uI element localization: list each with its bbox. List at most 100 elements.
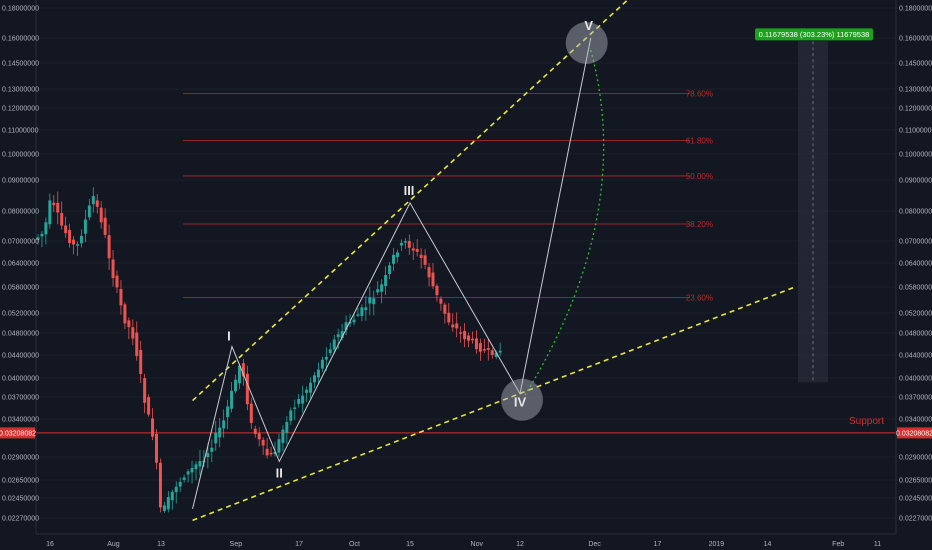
candle-body xyxy=(494,352,498,357)
candle-body xyxy=(76,244,79,246)
candle-body xyxy=(155,433,158,463)
y-tick-label-right: 0.14500000 xyxy=(899,61,932,68)
y-tick-label-left: 0.12000000 xyxy=(2,106,39,113)
measure-badge-text: 0.11679538 (303.23%) 11679538 xyxy=(759,30,870,39)
candle-body xyxy=(99,207,103,223)
candle-body xyxy=(68,230,72,244)
candle-body xyxy=(147,397,151,415)
y-tick-label-left: 0.05200000 xyxy=(2,311,39,318)
y-tick-label-left: 0.18000000 xyxy=(2,6,39,13)
x-tick-label: Sep xyxy=(230,541,243,548)
candles xyxy=(36,187,502,513)
y-tick-label-left: 0.14500000 xyxy=(2,61,39,68)
candle-body xyxy=(297,399,301,404)
candle-body xyxy=(273,452,277,455)
x-tick-label: Aug xyxy=(107,541,120,548)
candle-body xyxy=(214,432,218,444)
candle-body xyxy=(435,285,439,296)
candle-body xyxy=(372,298,376,305)
x-tick-label: 12 xyxy=(516,541,524,548)
candle-body xyxy=(340,331,344,338)
candle-body xyxy=(119,288,123,306)
candle-body xyxy=(72,239,76,245)
candle-body xyxy=(328,349,332,354)
y-tick-label-left: 0.13000000 xyxy=(2,87,39,94)
candle-body xyxy=(392,254,395,264)
candle-body xyxy=(293,407,297,409)
candle-body xyxy=(313,375,316,383)
candle-body xyxy=(52,202,56,206)
candle-body xyxy=(127,320,131,328)
candle-body xyxy=(348,321,352,324)
candle-body xyxy=(249,403,253,423)
measure-badge xyxy=(755,28,873,41)
y-tick-label-left: 0.11000000 xyxy=(2,128,39,135)
candle-body xyxy=(166,497,170,510)
candle-body xyxy=(91,196,95,205)
candle-body xyxy=(395,252,399,258)
candle-body xyxy=(222,420,226,429)
candle-body xyxy=(64,225,68,234)
support-price-tag-text: 0.03208082 xyxy=(896,430,932,437)
candle-body xyxy=(316,369,320,378)
fib-label: 38.20% xyxy=(686,220,713,229)
candle-body xyxy=(471,338,474,341)
y-tick-label-right: 0.13000000 xyxy=(899,87,932,94)
candle-body xyxy=(277,439,281,453)
candle-body xyxy=(198,461,202,467)
fib-label: 23.60% xyxy=(686,293,713,302)
channel-line-upper xyxy=(192,0,629,402)
candle-body xyxy=(281,429,285,443)
candle-body xyxy=(210,447,214,452)
candle-body xyxy=(332,339,336,350)
support-price-tag-left xyxy=(0,427,35,439)
candle-body xyxy=(427,267,431,278)
candle-body xyxy=(474,338,478,350)
candle-body xyxy=(399,242,403,246)
candle-body xyxy=(226,406,230,418)
x-tick-label: Oct xyxy=(349,541,360,548)
candle-body xyxy=(360,307,364,317)
y-tick-label-right: 0.10000000 xyxy=(899,152,932,159)
y-tick-label-left: 0.02270000 xyxy=(2,516,39,523)
candle-body xyxy=(186,471,190,475)
candle-body xyxy=(490,350,494,355)
candle-body xyxy=(443,304,447,314)
candle-body xyxy=(447,312,451,323)
y-tick-label-right: 0.04800000 xyxy=(899,331,932,338)
candle-body xyxy=(380,284,384,292)
y-tick-label-right: 0.03400000 xyxy=(899,417,932,424)
candle-body xyxy=(388,265,392,274)
candle-body xyxy=(459,332,463,334)
candle-body xyxy=(178,481,182,487)
candle-body xyxy=(320,359,324,369)
candle-body xyxy=(83,219,87,234)
candle-body xyxy=(269,452,273,455)
fib-label: 50.00% xyxy=(686,172,713,181)
y-tick-label-left: 0.10000000 xyxy=(2,152,39,159)
candle-body xyxy=(170,491,174,501)
y-tick-label-left: 0.02650000 xyxy=(2,478,39,485)
candle-body xyxy=(103,217,107,235)
candle-body xyxy=(158,462,162,508)
candle-body xyxy=(111,259,115,279)
candle-body xyxy=(139,349,143,375)
fibonacci-levels: 78.60% 61.80% 50.00% 38.20% 23.60% xyxy=(183,90,713,302)
candle-body xyxy=(95,200,99,207)
candle-body xyxy=(162,505,166,511)
wave-label-iv: IV xyxy=(514,395,527,410)
candle-body xyxy=(344,322,348,330)
candle-body xyxy=(245,373,249,405)
candle-body xyxy=(182,477,186,480)
candle-body xyxy=(115,275,119,288)
y-tick-label-left: 0.07000000 xyxy=(2,239,39,246)
projection-curve xyxy=(523,49,605,398)
y-tick-label-right: 0.09000000 xyxy=(899,178,932,185)
y-tick-label-left: 0.04400000 xyxy=(2,353,39,360)
candle-body xyxy=(151,418,155,437)
